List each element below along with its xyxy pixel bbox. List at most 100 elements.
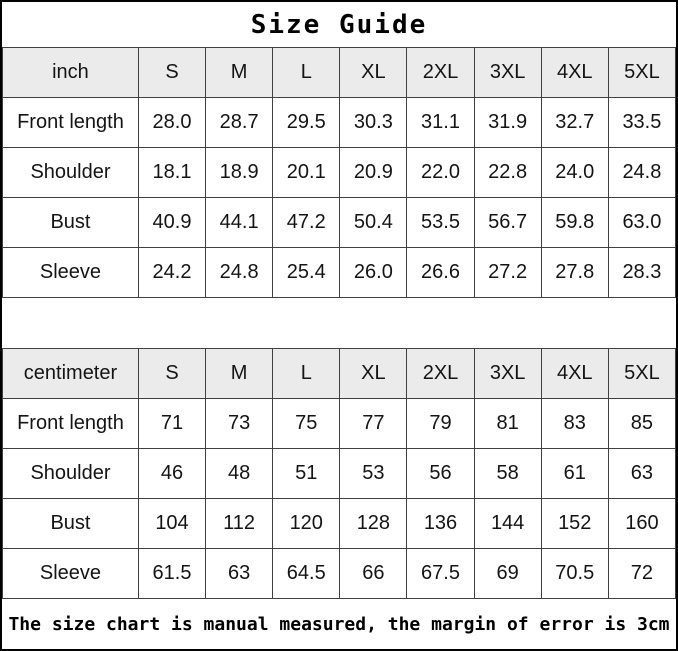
measurement-value-cell: 46	[137, 448, 207, 499]
measurement-value-cell: 144	[473, 498, 542, 549]
size-header-cell: XL	[339, 47, 408, 98]
measurement-value-cell: 64.5	[272, 548, 341, 599]
measurement-value-cell: 32.7	[540, 97, 609, 148]
measurement-value-cell: 85	[607, 398, 677, 449]
size-header-cell: S	[137, 47, 207, 98]
measurement-row: Shoulder 18.1 18.9 20.1 20.9 22.0 22.8 24.0 24.8	[2, 147, 677, 198]
measurement-value-cell: 44.1	[205, 197, 274, 248]
measurement-value-cell: 67.5	[406, 548, 475, 599]
measurement-value-cell: 31.9	[473, 97, 542, 148]
size-header-cell: L	[272, 348, 341, 399]
measurement-value-cell: 30.3	[339, 97, 408, 148]
measurement-value-cell: 40.9	[137, 197, 207, 248]
table-gap	[2, 298, 676, 348]
size-header-row: centimeter S M L XL 2XL 3XL 4XL 5XL	[2, 348, 677, 399]
measurement-value-cell: 160	[607, 498, 677, 549]
measurement-value-cell: 66	[339, 548, 408, 599]
measurement-value-cell: 26.6	[406, 247, 475, 298]
measurement-row: Bust 40.9 44.1 47.2 50.4 53.5 56.7 59.8 63.0	[2, 197, 677, 248]
measurement-value-cell: 63	[205, 548, 274, 599]
size-header-cell: 3XL	[473, 348, 542, 399]
measurement-value-cell: 20.9	[339, 147, 408, 198]
measurement-row: Shoulder 46 48 51 53 56 58 61 63	[2, 448, 677, 499]
measurement-value-cell: 152	[540, 498, 609, 549]
measurement-value-cell: 26.0	[339, 247, 408, 298]
measurement-value-cell: 56.7	[473, 197, 542, 248]
measurement-label-cell: Front length	[2, 97, 139, 148]
size-header-cell: 3XL	[473, 47, 542, 98]
measurement-value-cell: 128	[339, 498, 408, 549]
measurement-label-cell: Bust	[2, 498, 139, 549]
measurement-value-cell: 33.5	[607, 97, 677, 148]
measurement-value-cell: 120	[272, 498, 341, 549]
size-header-cell: S	[137, 348, 207, 399]
measurement-value-cell: 72	[607, 548, 677, 599]
measurement-value-cell: 69	[473, 548, 542, 599]
measurement-value-cell: 136	[406, 498, 475, 549]
measurement-value-cell: 70.5	[540, 548, 609, 599]
measurement-value-cell: 104	[137, 498, 207, 549]
size-table-centimeter: centimeter S M L XL 2XL 3XL 4XL 5XL Front length 7…	[2, 348, 677, 599]
measurement-value-cell: 50.4	[339, 197, 408, 248]
measurement-value-cell: 61.5	[137, 548, 207, 599]
measurement-value-cell: 24.0	[540, 147, 609, 198]
measurement-value-cell: 81	[473, 398, 542, 449]
measurement-value-cell: 51	[272, 448, 341, 499]
size-header-row: inch S M L XL 2XL 3XL 4XL 5XL	[2, 47, 677, 98]
measurement-value-cell: 27.8	[540, 247, 609, 298]
measurement-value-cell: 112	[205, 498, 274, 549]
measurement-value-cell: 47.2	[272, 197, 341, 248]
measurement-label-cell: Sleeve	[2, 247, 139, 298]
size-table-inch: inch S M L XL 2XL 3XL 4XL 5XL Front length 28.0 28.…	[2, 47, 677, 298]
measurement-row: Bust 104 112 120 128 136 144 152 160	[2, 498, 677, 549]
measurement-value-cell: 71	[137, 398, 207, 449]
measurement-value-cell: 24.2	[137, 247, 207, 298]
size-guide-title: Size Guide	[250, 9, 428, 40]
measurement-value-cell: 18.9	[205, 147, 274, 198]
measurement-label-cell: Bust	[2, 197, 139, 248]
footer-note: The size chart is manual measured, the m…	[8, 613, 670, 635]
measurement-value-cell: 48	[205, 448, 274, 499]
measurement-value-cell: 22.8	[473, 147, 542, 198]
size-header-cell: 4XL	[540, 47, 609, 98]
measurement-value-cell: 63.0	[607, 197, 677, 248]
measurement-row: Front length 28.0 28.7 29.5 30.3 31.1 31.9 32.7…	[2, 97, 677, 148]
size-header-cell: 4XL	[540, 348, 609, 399]
measurement-value-cell: 25.4	[272, 247, 341, 298]
size-header-cell: 2XL	[406, 348, 475, 399]
measurement-value-cell: 59.8	[540, 197, 609, 248]
measurement-value-cell: 61	[540, 448, 609, 499]
measurement-value-cell: 63	[607, 448, 677, 499]
measurement-value-cell: 83	[540, 398, 609, 449]
size-header-cell: 5XL	[607, 47, 677, 98]
measurement-value-cell: 27.2	[473, 247, 542, 298]
measurement-value-cell: 24.8	[607, 147, 677, 198]
measurement-value-cell: 53.5	[406, 197, 475, 248]
size-header-cell: M	[205, 47, 274, 98]
measurement-value-cell: 77	[339, 398, 408, 449]
measurement-row: Front length 71 73 75 77 79 81 83 85	[2, 398, 677, 449]
measurement-label-cell: Sleeve	[2, 548, 139, 599]
measurement-value-cell: 53	[339, 448, 408, 499]
measurement-value-cell: 29.5	[272, 97, 341, 148]
measurement-value-cell: 28.7	[205, 97, 274, 148]
measurement-row: Sleeve 61.5 63 64.5 66 67.5 69 70.5 72	[2, 548, 677, 599]
measurement-value-cell: 58	[473, 448, 542, 499]
measurement-value-cell: 20.1	[272, 147, 341, 198]
size-header-cell: 5XL	[607, 348, 677, 399]
size-header-cell: 2XL	[406, 47, 475, 98]
size-header-cell: M	[205, 348, 274, 399]
measurement-value-cell: 18.1	[137, 147, 207, 198]
measurement-value-cell: 75	[272, 398, 341, 449]
measurement-value-cell: 79	[406, 398, 475, 449]
measurement-value-cell: 73	[205, 398, 274, 449]
unit-header-cell: centimeter	[2, 348, 139, 399]
measurement-label-cell: Shoulder	[2, 448, 139, 499]
measurement-value-cell: 28.0	[137, 97, 207, 148]
size-header-cell: XL	[339, 348, 408, 399]
measurement-row: Sleeve 24.2 24.8 25.4 26.0 26.6 27.2 27.8 28.3	[2, 247, 677, 298]
measurement-value-cell: 22.0	[406, 147, 475, 198]
measurement-label-cell: Shoulder	[2, 147, 139, 198]
measurement-value-cell: 31.1	[406, 97, 475, 148]
